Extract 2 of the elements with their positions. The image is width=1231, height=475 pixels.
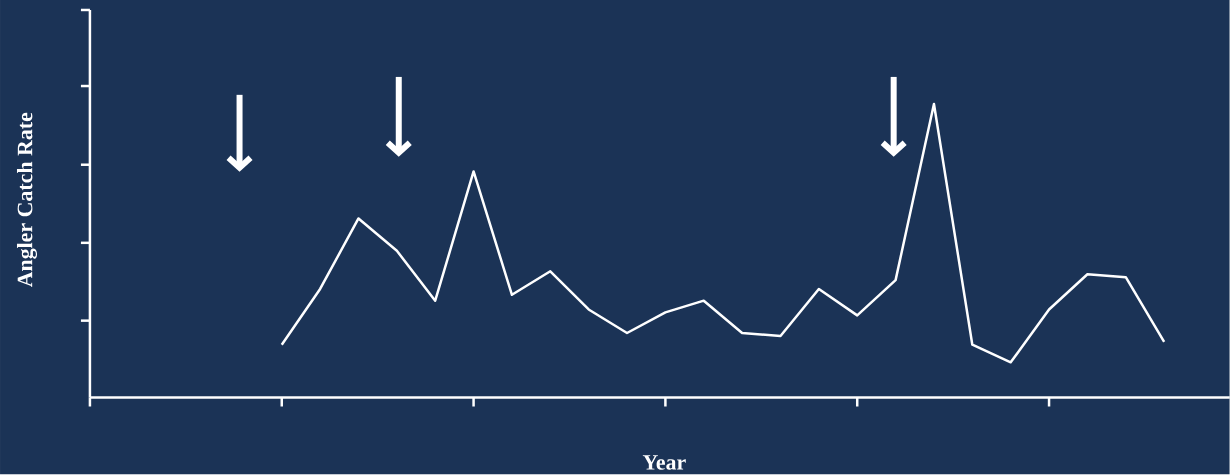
x-axis-title: Year <box>642 455 686 471</box>
y-axis-title: Angler Catch Rate <box>16 113 38 288</box>
